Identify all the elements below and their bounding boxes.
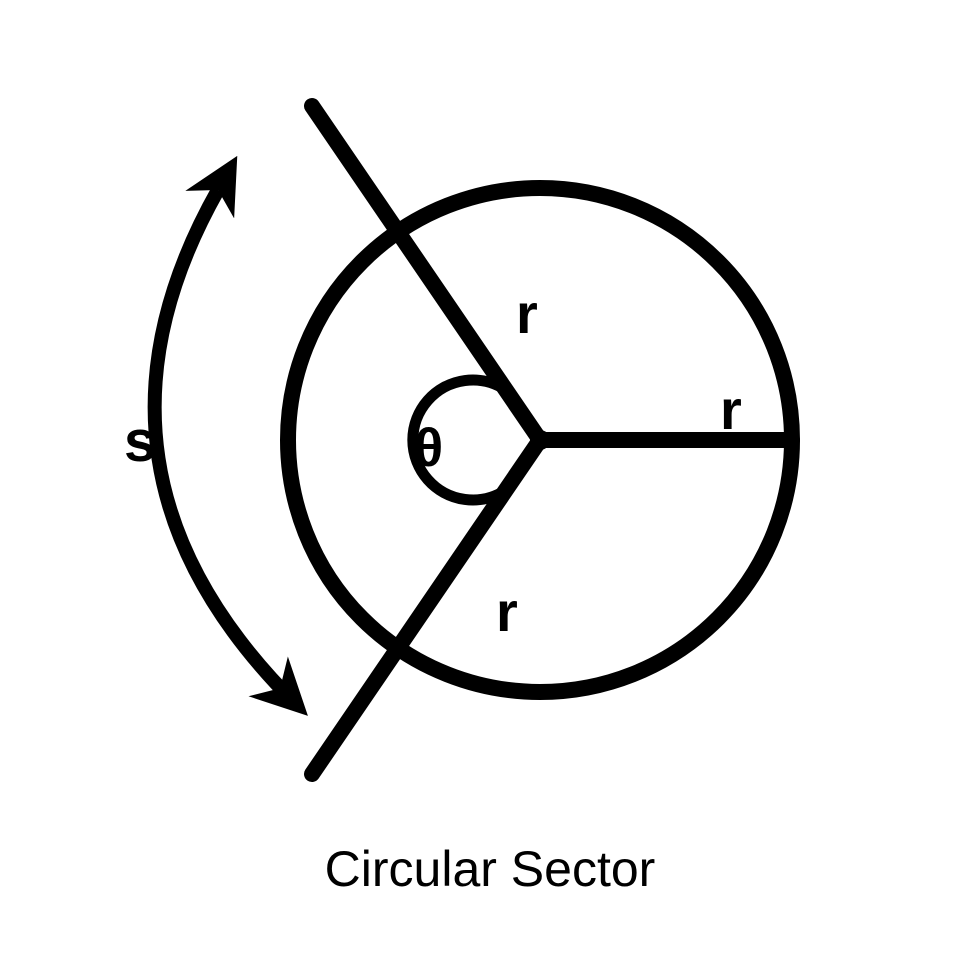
diagram-stage: s θ r r r Circular Sector bbox=[0, 0, 980, 980]
label-r-right: r bbox=[720, 382, 742, 438]
ext-lower bbox=[312, 648, 398, 774]
caption: Circular Sector bbox=[0, 840, 980, 898]
arc-s bbox=[155, 190, 296, 704]
ext-upper bbox=[312, 106, 398, 232]
circular-sector-diagram bbox=[0, 0, 980, 980]
extensions-group bbox=[312, 106, 398, 774]
center-dot bbox=[530, 430, 550, 450]
label-r-bottom: r bbox=[496, 584, 518, 640]
label-s: s bbox=[124, 413, 156, 471]
label-r-top: r bbox=[516, 286, 538, 342]
label-theta: θ bbox=[414, 421, 443, 475]
